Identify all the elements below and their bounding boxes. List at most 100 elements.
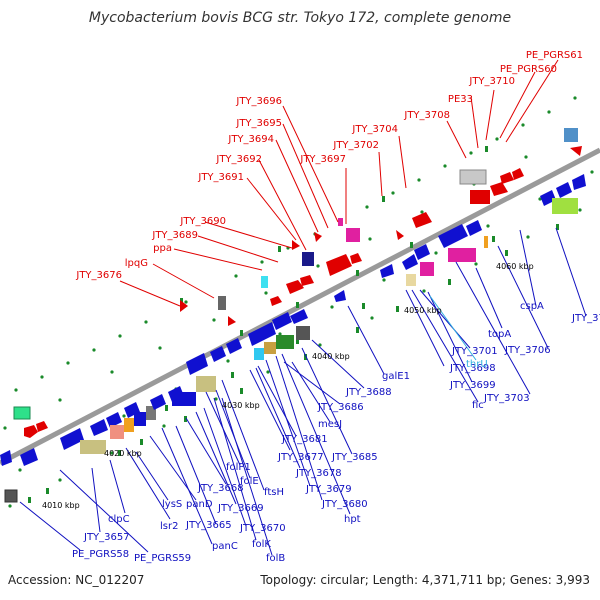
gene-arrow [350,253,362,264]
gene-block [296,326,310,340]
rna-label-0: thrU [466,359,488,370]
bottom-label-8: JTY_3665 [185,520,232,531]
reverse-strand-genes [0,174,586,503]
rna-leader-line [429,295,477,361]
gene-block [264,342,276,354]
gene-block [302,252,314,266]
gene-arrow [292,240,300,250]
bottom-label-11: JTY_3670 [239,523,286,534]
gene-arrow [0,450,12,466]
gene-block [172,392,196,406]
bottom-label-28: JTY_3698 [449,363,496,374]
gene-arrow [186,353,208,375]
gene-arrow [228,316,236,326]
bottom-label-15: folE [240,476,259,487]
gene-arrow [272,312,292,330]
gene-block [448,248,476,262]
gene-arrow [20,448,38,466]
scale-tick-labels: 4010 kbp 4020 kbp 4030 kbp 4040 kbp 4050 kbp… [42,262,534,510]
gene-arrow [334,290,346,302]
top-label-2: ppa [153,243,172,254]
bottom-label-21: hpt [344,514,361,525]
gene-arrow [106,412,122,428]
gene-arrow [300,275,314,286]
top-leader-lines [119,59,559,307]
gene-block [254,348,264,360]
bottom-label-7: panC [212,541,238,552]
gene-arrow [402,254,418,270]
bottom-label-18: JTY_3678 [295,468,342,479]
bottom-label-17: JTY_3677 [277,452,324,463]
top-label-1: lpqG [125,258,148,269]
bottom-label-5: lysS [162,499,182,510]
tick-row-outer-bottom [8,208,582,508]
gene-block [134,412,146,426]
gene-arrow [24,425,38,438]
gene-arrow [60,428,84,450]
gene-arrow [286,280,304,294]
gene-block [80,440,106,454]
gene-arrow [572,174,586,190]
gene-arrow [150,394,166,410]
bottom-label-20: JTY_3680 [321,499,368,510]
gene-block [13,406,31,420]
gene-block [261,276,268,288]
gene-block [346,228,360,242]
gene-arrow [556,182,572,198]
scale-tick-1: 4020 kbp [104,449,142,458]
gene-block [484,236,488,248]
topology-summary: Topology: circular; Length: 4,371,711 bp… [260,573,590,587]
bottom-label-32: JTY_3703 [483,393,530,404]
bottom-label-25: JTY_3686 [317,402,364,413]
gene-block [110,425,124,439]
gene-arrow [414,244,430,260]
scale-tick-0: 4010 kbp [42,501,80,510]
bottom-label-22: JTY_3681 [281,434,328,445]
gene-arrow [412,212,432,228]
gene-block [459,169,487,185]
bottom-label-13: folB [266,553,285,564]
tick-row-inner-top [3,155,528,430]
accession-text: Accession: NC_012207 [8,573,145,587]
bottom-label-24: JTY_3685 [331,452,378,463]
bottom-leader-lines [19,227,587,556]
scale-tick-3: 4040 kbp [312,352,350,361]
gene-arrow [90,419,108,436]
top-label-11: JTY_3702 [332,140,379,151]
bottom-label-27: galE1 [382,371,410,382]
gene-arrow [314,232,322,242]
bottom-label-35: cspA [520,301,544,312]
scale-tick-5: 4060 kbp [496,262,534,271]
gene-arrow [490,182,508,196]
gene-arrow [512,168,524,180]
gene-block [420,262,434,276]
gene-arrow [226,338,242,354]
gene-arrow [396,230,404,240]
gene-arrow [438,224,468,248]
top-label-3: JTY_3689 [151,230,198,241]
bottom-label-29: JTY_3699 [449,380,496,391]
gene-block [4,489,18,503]
gene-arrow [180,300,188,312]
bottom-label-36: JTY_3713 [571,313,600,324]
top-label-0: JTY_3676 [75,270,122,281]
gene-arrow [380,264,394,278]
bottom-label-26: JTY_3688 [345,387,392,398]
gene-block [124,418,134,432]
top-label-16: PE_PGRS60 [500,64,557,75]
top-label-8: JTY_3695 [235,118,282,129]
scale-tick-2: 4030 kbp [222,401,260,410]
top-label-14: PE33 [448,94,473,105]
top-label-15: JTY_3710 [468,76,515,87]
bottom-label-34: topA [488,329,511,340]
gene-arrow [290,309,308,324]
bottom-label-19: JTY_3679 [305,484,352,495]
bottom-label-31: JTY_3701 [451,346,498,357]
bottom-label-9: JTY_3668 [197,483,244,494]
gene-arrow [500,172,514,184]
bottom-label-2: PE_PGRS59 [134,553,191,564]
top-label-6: JTY_3692 [215,154,262,165]
bottom-label-1: PE_PGRS58 [72,549,129,560]
